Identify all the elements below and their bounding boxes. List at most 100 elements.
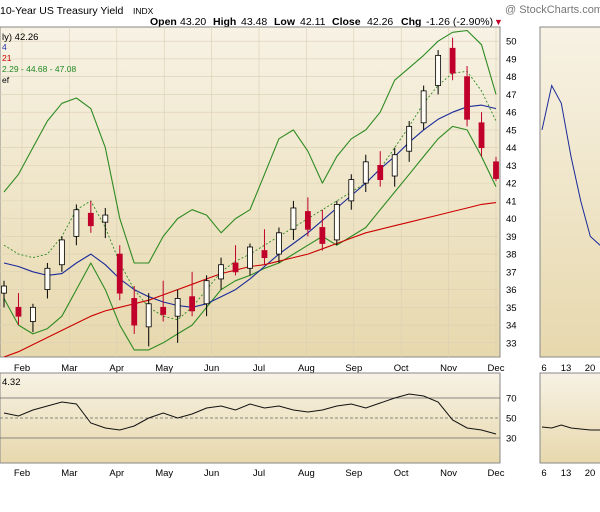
price-tick-label: 45 (506, 125, 517, 136)
rsi-reference-lines (0, 397, 500, 439)
candle-body (276, 232, 282, 255)
candle-body (435, 54, 442, 86)
price-date-tick-label: Oct (394, 363, 409, 374)
right-rsi-date-tick-label: 13 (561, 468, 572, 479)
price-date-tick-label: Mar (61, 363, 77, 374)
low-value: 42.11 (300, 16, 326, 28)
price-tick-label: 48 (506, 72, 517, 83)
candle-body (131, 298, 138, 326)
candle-body (58, 239, 65, 266)
candle-body (102, 214, 109, 223)
price-tick-label: 38 (506, 250, 517, 261)
rsi-date-tick-label: Aug (298, 468, 315, 479)
chg-down-marker: ▼ (494, 17, 503, 27)
right-date-tick-label: 6 (541, 363, 546, 374)
candle-body (304, 211, 311, 230)
candle-body (218, 264, 224, 280)
candlestick-series (1, 37, 499, 347)
high-label: High (213, 16, 236, 28)
price-tick-label: 35 (506, 303, 517, 314)
price-panel-background (0, 26, 501, 358)
price-tick-label: 33 (506, 338, 517, 349)
rsi-series (3, 393, 497, 435)
candle-body (247, 246, 253, 269)
candle-body (478, 122, 485, 149)
price-date-tick-label: Jun (204, 363, 219, 374)
candle-body (203, 280, 210, 305)
right-rsi-line (541, 424, 600, 431)
high-value: 43.48 (241, 16, 267, 28)
candle-body (116, 253, 123, 294)
candle-body (377, 164, 384, 180)
rsi-date-tick-label: Sep (345, 468, 362, 479)
rsi-date-tick-label: Jun (204, 468, 219, 479)
chg-label: Chg (401, 16, 421, 28)
right-rsi-date-axis: 6 13 20 (541, 468, 595, 479)
price-tick-label: 43 (506, 161, 517, 172)
legend-bollinger-entry: 2.29 - 44.68 - 47.08 (2, 64, 76, 74)
low-label: Low (274, 16, 296, 28)
open-label: Open (150, 16, 177, 28)
rsi-tick-label: 50 (506, 414, 517, 425)
candle-body (1, 285, 7, 294)
candle-body (290, 207, 297, 230)
price-date-axis: Feb Mar Apr May Jun Jul Aug Sep Oct Nov Dec (14, 363, 505, 374)
candle-body (406, 125, 413, 152)
close-label: Close (332, 16, 361, 28)
rsi-tick-label: 30 (506, 434, 517, 445)
candle-body (362, 161, 369, 184)
price-date-tick-label: Nov (440, 363, 457, 374)
bollinger-lower-line (3, 125, 497, 351)
candle-body (189, 296, 196, 312)
close-value: 42.26 (367, 16, 393, 28)
candle-body (232, 262, 239, 273)
price-tick-label: 37 (506, 267, 517, 278)
indicator-legend: ly) 42.26 4 21 2.29 - 44.68 - 47.08 ef (2, 32, 76, 85)
rsi-date-tick-label: Nov (440, 468, 457, 479)
price-tick-label: 39 (506, 232, 517, 243)
price-axis: 33 34 35 36 37 38 39 40 41 42 43 44 45 46 47 48 49 50 (506, 37, 517, 350)
legend-extra-entry: ef (2, 75, 10, 85)
price-tick-label: 34 (506, 321, 517, 332)
candle-body (87, 212, 94, 227)
candle-body (261, 250, 268, 259)
rsi-date-tick-label: Feb (14, 468, 30, 479)
price-tick-label: 36 (506, 285, 517, 296)
right-price-date-axis: 6 13 20 (541, 363, 595, 374)
chart-title: 10-Year US Treasury Yield (0, 5, 124, 17)
candle-body (44, 267, 51, 290)
rsi-date-tick-label: Apr (109, 468, 124, 479)
rsi-line (3, 393, 497, 435)
right-date-tick-label: 13 (561, 363, 572, 374)
price-tick-label: 41 (506, 196, 517, 207)
legend-price-entry: ly) 42.26 (2, 32, 38, 43)
rsi-date-tick-label: Oct (394, 468, 409, 479)
legend-ma50-entry: 4 (2, 42, 7, 52)
rsi-date-tick-label: Jul (253, 468, 265, 479)
candle-body (333, 204, 340, 241)
price-date-tick-label: Sep (345, 363, 362, 374)
right-date-tick-label: 20 (585, 363, 596, 374)
rsi-value-label: 4.32 (2, 377, 21, 388)
right-price-line (541, 84, 600, 246)
price-tick-label: 49 (506, 54, 517, 65)
watermark: @ StockCharts.com (505, 4, 600, 16)
candle-body (30, 306, 36, 322)
price-tick-label: 50 (506, 37, 517, 48)
candle-body (160, 306, 167, 315)
candle-body (15, 306, 22, 317)
right-rsi-date-tick-label: 6 (541, 468, 546, 479)
price-grid (0, 27, 500, 357)
candle-body (348, 179, 355, 202)
chg-value: -1.26 (-2.90%) (426, 16, 493, 28)
open-value: 43.20 (180, 16, 206, 28)
candle-body (319, 227, 326, 244)
price-tick-label: 42 (506, 179, 517, 190)
price-date-tick-label: Aug (298, 363, 315, 374)
candle-body (145, 303, 152, 328)
rsi-date-axis: Feb Mar Apr May Jun Jul Aug Sep Oct Nov Dec (14, 468, 505, 479)
candle-body (449, 47, 456, 74)
rsi-date-tick-label: May (155, 468, 173, 479)
